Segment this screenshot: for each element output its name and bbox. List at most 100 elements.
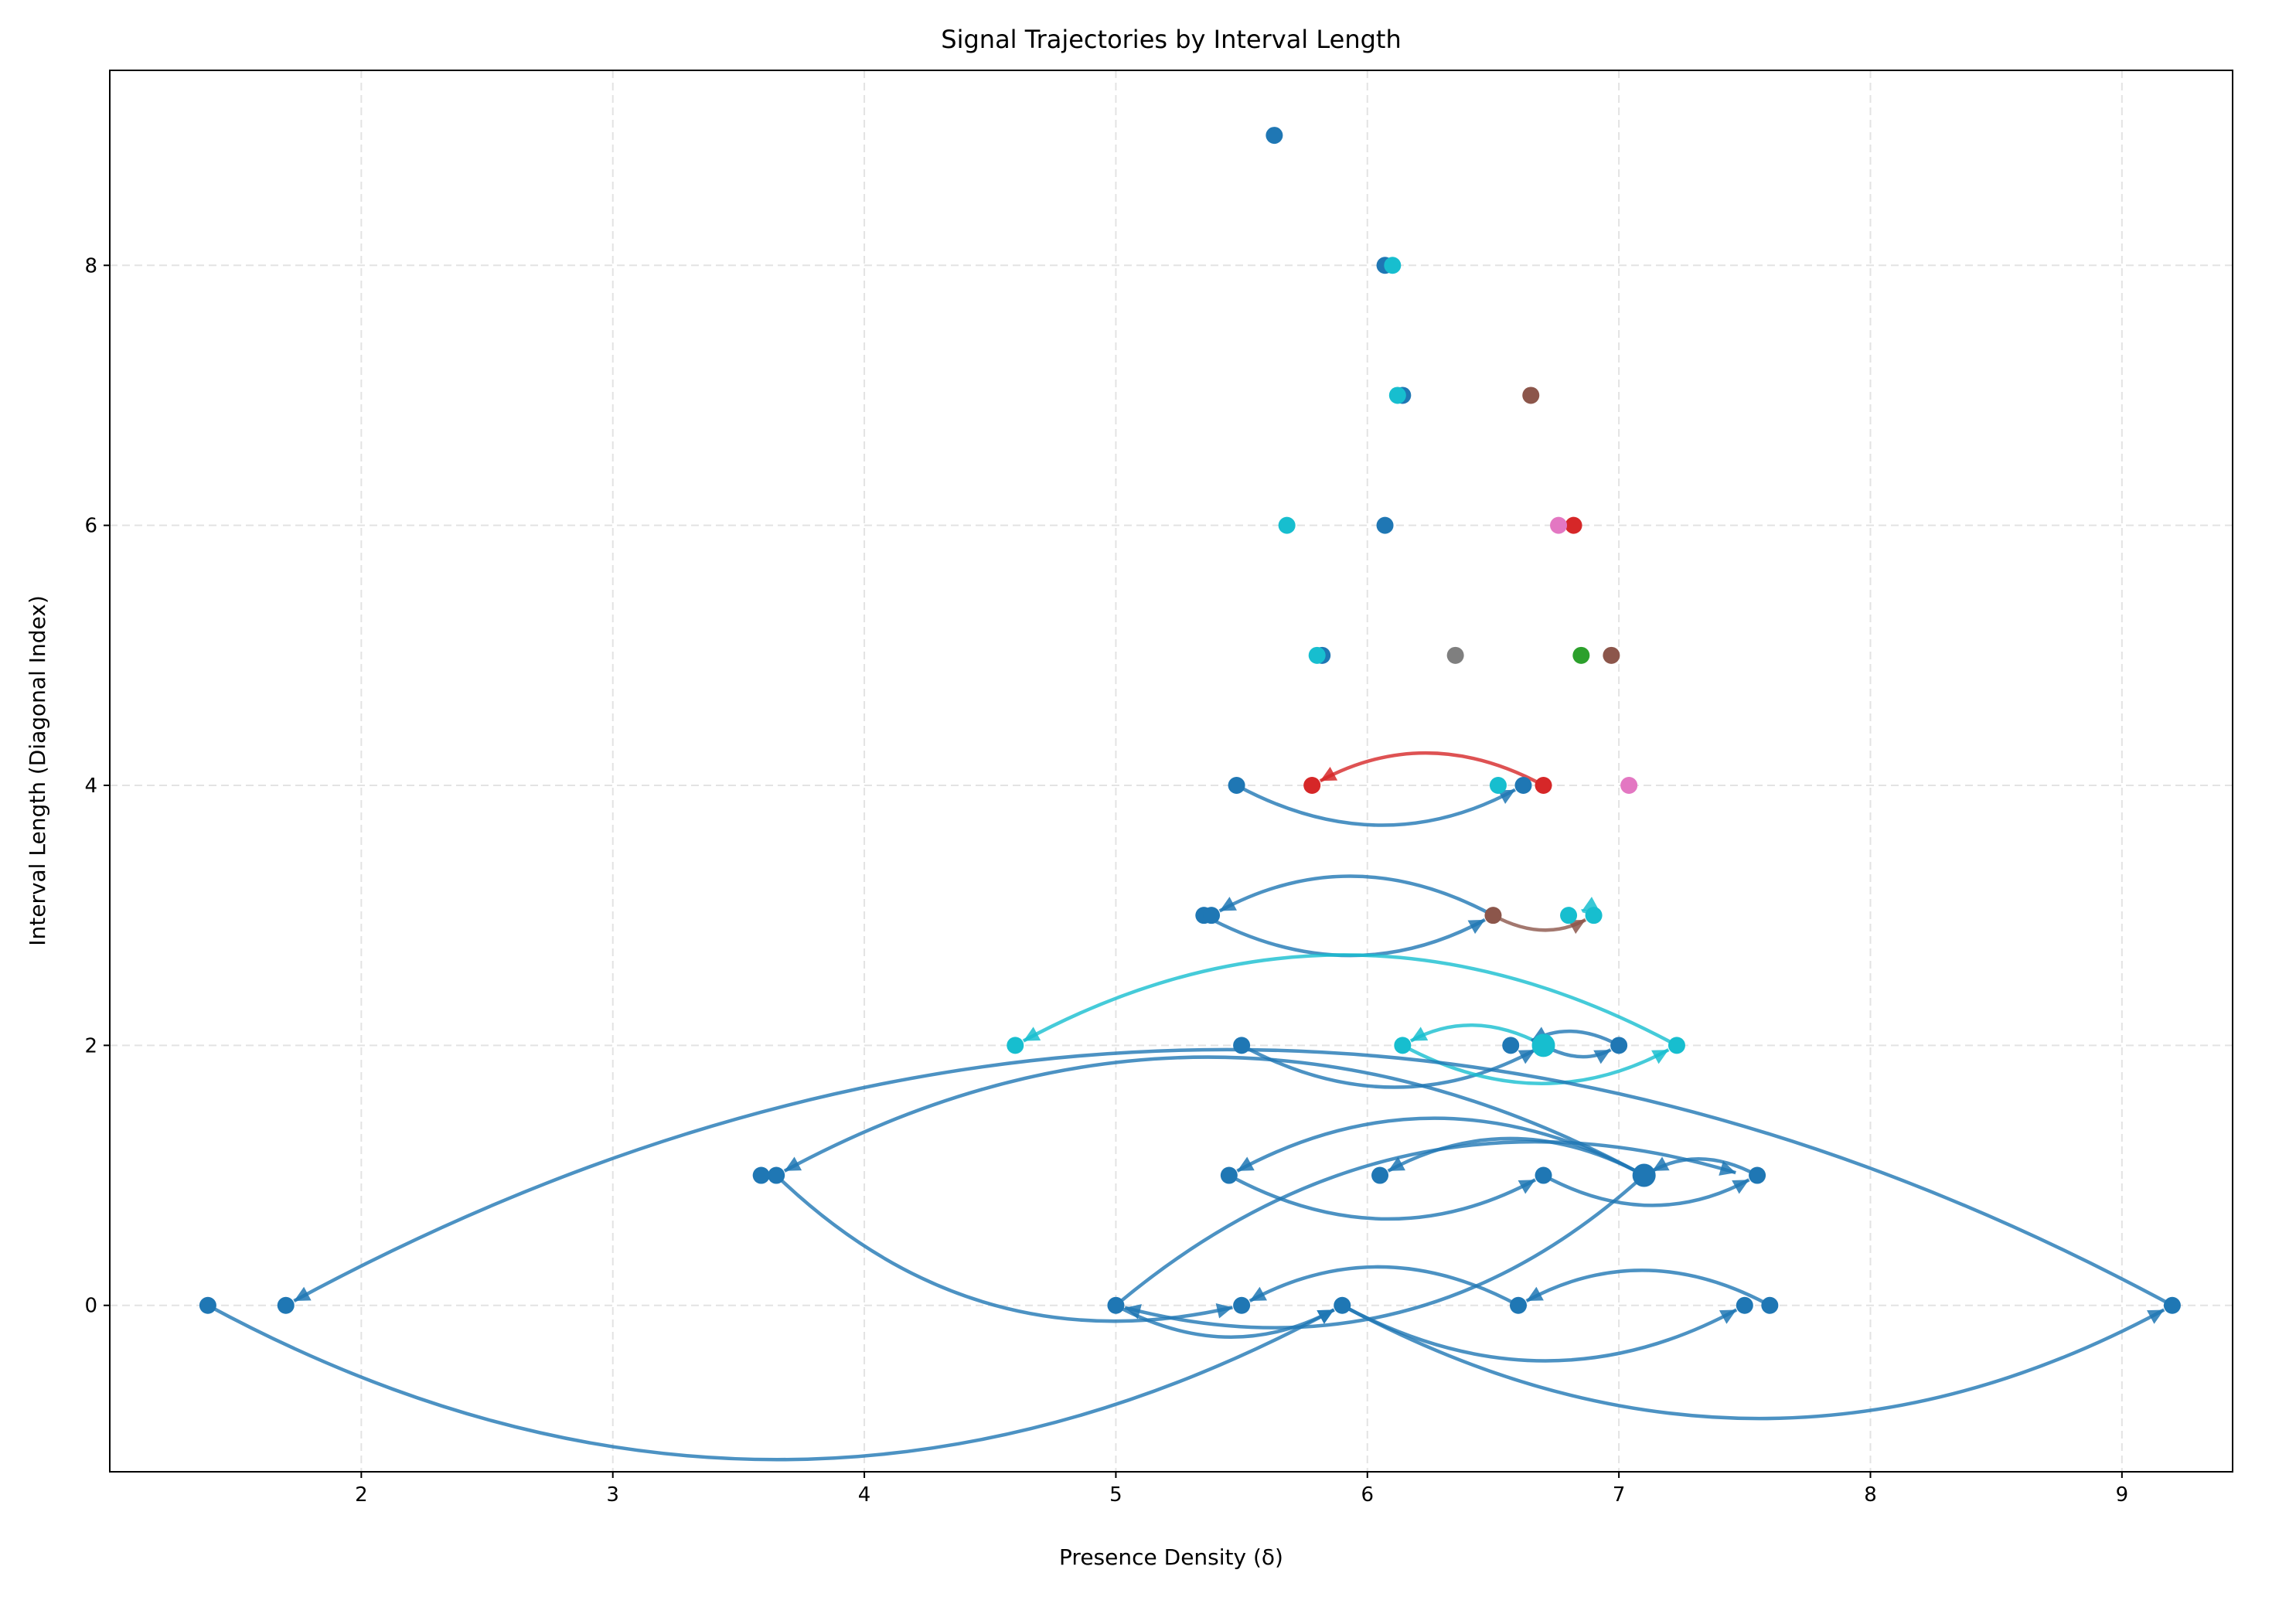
- data-point: [1535, 777, 1552, 794]
- data-point: [1228, 777, 1245, 794]
- arrowhead: [1651, 1050, 1669, 1064]
- y-tick-label: 8: [84, 254, 97, 278]
- trajectory-arrow: [1218, 874, 1494, 918]
- x-tick-label: 2: [355, 1483, 368, 1507]
- data-point: [1632, 1163, 1656, 1187]
- data-point: [1572, 646, 1590, 664]
- data-point: [752, 1166, 770, 1184]
- data-point: [1667, 1037, 1685, 1054]
- arrowhead: [1652, 1156, 1670, 1171]
- trajectory-arrow: [1124, 1173, 1646, 1330]
- trajectory-arrow: [1542, 1173, 1750, 1207]
- data-point: [1278, 516, 1296, 534]
- arrowhead: [1518, 1180, 1535, 1194]
- arrowhead: [1719, 1309, 1737, 1324]
- trajectory-arrow: [1248, 1265, 1520, 1307]
- data-point: [1266, 127, 1283, 145]
- data-point: [768, 1166, 785, 1184]
- data-point: [1007, 1037, 1024, 1054]
- x-axis-label: Presence Density (δ): [1059, 1544, 1283, 1570]
- data-point: [1203, 907, 1221, 924]
- trajectory-arrow: [1319, 751, 1545, 787]
- data-point: [1384, 257, 1402, 274]
- chart-title: Signal Trajectories by Interval Length: [941, 25, 1401, 54]
- x-tick-label: 4: [858, 1483, 871, 1507]
- arrowhead: [1497, 789, 1515, 805]
- x-tick-label: 5: [1109, 1483, 1122, 1507]
- data-point: [1736, 1296, 1753, 1314]
- data-point: [1107, 1296, 1125, 1314]
- data-point: [1502, 1037, 1520, 1054]
- data-point: [1446, 646, 1464, 664]
- data-point: [1489, 777, 1507, 794]
- x-tick-label: 3: [606, 1483, 619, 1507]
- trajectory-arrow: [775, 1173, 1233, 1323]
- trajectory-arrow: [783, 1055, 1645, 1177]
- data-point: [277, 1296, 295, 1314]
- data-point: [1550, 516, 1568, 534]
- trajectory-arrow: [1236, 1116, 1645, 1177]
- trajectory-arrow: [1022, 953, 1678, 1047]
- x-tick-label: 8: [1864, 1483, 1877, 1507]
- y-tick-label: 6: [84, 515, 97, 538]
- points: [199, 127, 2181, 1314]
- arrowhead: [1526, 1286, 1544, 1302]
- y-axis-label: Interval Length (Diagonal Index): [25, 595, 50, 946]
- arrowhead: [1593, 1050, 1611, 1064]
- data-point: [1334, 1296, 1351, 1314]
- arrowhead: [784, 1156, 802, 1171]
- data-point: [1303, 777, 1321, 794]
- trajectory-arrow: [1525, 1268, 1771, 1307]
- arrowhead: [1467, 919, 1485, 935]
- trajectory-arrow: [1203, 914, 1486, 958]
- data-point: [1560, 907, 1578, 924]
- data-point: [1233, 1037, 1251, 1054]
- data-point: [1371, 1166, 1389, 1184]
- plot-frame: [109, 70, 2233, 1473]
- arrowhead: [1317, 1309, 1334, 1324]
- data-point: [1514, 777, 1532, 794]
- x-tick-label: 6: [1361, 1483, 1375, 1507]
- trajectory-arrow: [293, 1047, 2173, 1307]
- data-point: [1620, 777, 1638, 794]
- trajectory-arrow: [1114, 1139, 1736, 1307]
- x-tick-label: 7: [1613, 1483, 1626, 1507]
- arrowhead: [1719, 1160, 1736, 1176]
- data-point: [199, 1296, 216, 1314]
- arrowhead: [1518, 1050, 1535, 1064]
- data-point: [2163, 1296, 2181, 1314]
- trajectory-arrow: [1387, 1136, 1645, 1177]
- data-point: [1531, 1033, 1555, 1057]
- data-point: [1509, 1296, 1527, 1314]
- trajectory-arrow: [1235, 784, 1517, 827]
- data-point: [1394, 1037, 1412, 1054]
- trajectory-arrow: [1651, 1156, 1759, 1177]
- arrowhead: [1320, 766, 1338, 781]
- trajectory-arrow: [1341, 1303, 1738, 1363]
- x-tick-label: 9: [2116, 1483, 2129, 1507]
- trajectory-arrow: [206, 1303, 1335, 1462]
- y-axis-ticks: 0 2 4 6 8: [84, 254, 110, 1318]
- arrowhead: [1215, 1303, 1233, 1319]
- trajectory-arrow: [1341, 1303, 2165, 1421]
- arrowhead: [1732, 1180, 1749, 1194]
- data-point: [1610, 1037, 1628, 1054]
- data-point: [1585, 907, 1603, 924]
- y-tick-label: 2: [84, 1034, 97, 1057]
- grid: [110, 70, 2233, 1472]
- arrowhead: [1568, 919, 1586, 935]
- data-point: [1308, 646, 1326, 664]
- arrowhead: [1219, 897, 1237, 911]
- trajectory-arrow: [1115, 1303, 1335, 1339]
- data-point: [1535, 1166, 1552, 1184]
- data-point: [1376, 516, 1394, 534]
- arrowhead: [294, 1286, 312, 1302]
- data-point: [1749, 1166, 1766, 1184]
- trajectory-arrow: [1228, 1173, 1537, 1221]
- data-point: [1522, 386, 1540, 404]
- data-point: [1565, 516, 1582, 534]
- data-point: [1484, 907, 1502, 924]
- trajectory-arrow: [1241, 1044, 1537, 1089]
- arrowhead: [1249, 1286, 1268, 1302]
